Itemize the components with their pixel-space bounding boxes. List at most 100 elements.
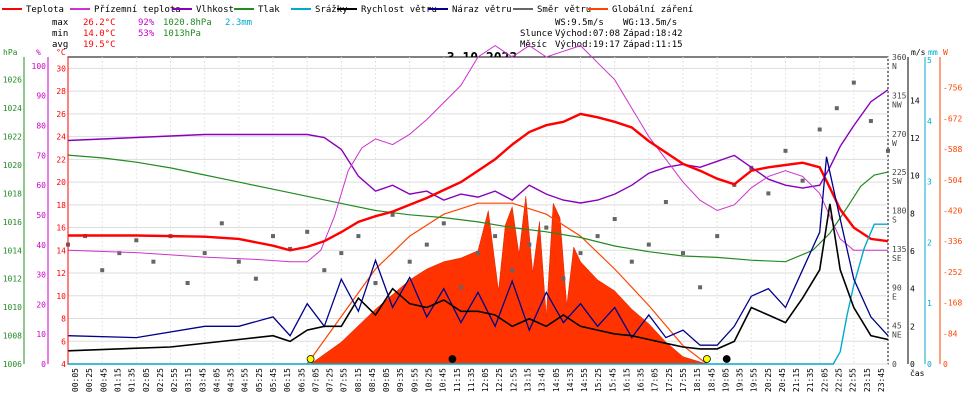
wind-dir-point: [236, 259, 241, 264]
stat-min-press: 1013hPa: [163, 29, 201, 39]
axis-pct-tick: 100: [32, 62, 47, 71]
axis-time-tick: 02:05: [142, 368, 151, 392]
axis-w-tick: -588: [943, 145, 962, 154]
axis-time-tick: 04:05: [212, 368, 221, 392]
wind-dir-point: [441, 221, 446, 226]
wind-dir-point: [851, 80, 856, 85]
wind-dir-point: [886, 148, 890, 153]
stat-avg-label: avg: [52, 40, 68, 50]
axis-pct-tick: 50: [36, 211, 46, 220]
axis-pct-tick: 0: [41, 360, 46, 369]
axis-time-tick: 19:35: [736, 368, 745, 392]
legend-label: Vlhkost: [196, 5, 234, 15]
axis-time-tick: 05:45: [269, 368, 278, 392]
wind-dir-point: [134, 238, 139, 243]
axis-time-tick: 21:15: [792, 368, 801, 392]
plot-area: [66, 44, 890, 365]
axis-dir-compass: N: [892, 62, 897, 71]
axis-time-tick: 23:45: [877, 368, 886, 392]
axis-mm-tick: 4: [927, 117, 932, 126]
wind-dir-point: [219, 221, 224, 226]
axis-time-tick: 13:45: [538, 368, 547, 392]
wind-dir-point: [322, 268, 327, 273]
legend: Teplota Přízemní teplota Vlhkost Tlak Srážky…: [2, 5, 693, 15]
stat-max-label: max: [52, 18, 69, 28]
axis-w-tick: -756: [943, 84, 962, 93]
wind-dir-point: [510, 268, 515, 273]
axis-w-tick: -84: [943, 329, 958, 338]
legend-label: Náraz větru: [452, 5, 512, 15]
axis-w-tick: -336: [943, 237, 962, 246]
axis-time-tick: 12:25: [495, 368, 504, 392]
axis-dir-compass: W: [892, 139, 897, 148]
marker-sunrise: [306, 355, 315, 363]
wind-dir-point: [458, 285, 463, 290]
axis-time-tick: 07:05: [311, 368, 320, 392]
axis-dir-tick: 180: [892, 207, 907, 216]
series-humidity: [67, 89, 889, 204]
axis-time-tick: 14:35: [566, 368, 575, 392]
series-ground-temp: [67, 44, 888, 263]
wind-dir-point: [185, 281, 190, 285]
axis-time-tick: 11:15: [453, 368, 462, 392]
axis-w-tick: -168: [943, 299, 962, 308]
axis-ms-tick: 0: [910, 360, 915, 369]
wind-dir-point: [800, 178, 805, 183]
axis-time-tick: 14:55: [580, 368, 589, 392]
wind-dir-point: [271, 234, 275, 239]
axis-time-tick: 10:25: [425, 368, 434, 392]
axis-mm-tick: 2: [927, 238, 932, 247]
legend-label: Přízemní teplota: [94, 5, 181, 15]
axis-degc-tick: 18: [56, 201, 66, 210]
axis-dir-tick: 315: [892, 91, 907, 100]
axis-time-tick: 01:35: [128, 368, 137, 392]
axis-degc-tick: 10: [56, 292, 66, 301]
wind-dir-point: [356, 234, 361, 239]
axis-pct-tick: 80: [36, 122, 46, 131]
axis-time-tick: 01:15: [114, 368, 123, 392]
wind-dir-point: [681, 251, 685, 256]
axis-degc-tick: 4: [61, 360, 66, 369]
axis-dir-tick: 0: [892, 360, 897, 369]
axis-time-tick: 08:15: [354, 368, 363, 392]
wind-dir-point: [373, 281, 378, 285]
wind-dir-point: [424, 242, 429, 247]
axis-time-tick: 20:25: [764, 368, 773, 392]
wind-dir-point: [151, 259, 156, 264]
axis-hpa-tick: 1010: [3, 303, 22, 312]
wind-dir-point: [493, 234, 498, 239]
axis-hpa-tick: 1008: [3, 332, 22, 341]
axis-hpa-tick: 1024: [3, 104, 22, 113]
axis-time-tick: 02:25: [156, 368, 165, 392]
wind-dir-point: [476, 251, 480, 256]
axis-dir-compass: SW: [892, 177, 902, 186]
stat-avg-temp: 19.5°C: [83, 40, 116, 50]
axis-time-tick: 19:55: [750, 368, 759, 392]
axis-degc-tick: 30: [56, 64, 66, 73]
wind-dir-point: [288, 246, 293, 251]
axis-dir-compass: E: [892, 292, 897, 301]
wind-dir-point: [766, 191, 771, 196]
marker-sunset: [703, 355, 711, 363]
axis-ms-unit: m/s: [911, 48, 926, 57]
wind-dir-point: [202, 251, 207, 256]
axis-hpa-tick: 1014: [3, 246, 22, 255]
axis-w-unit: W: [943, 48, 948, 57]
wind-dir-point: [544, 225, 549, 230]
axis-hpa-tick: 1016: [3, 218, 22, 227]
wind-dir-point: [612, 217, 617, 221]
wind-dir-point: [253, 276, 258, 281]
axis-pct-tick: 20: [36, 300, 46, 309]
axis-dir-tick: 270: [892, 130, 907, 139]
axis-degc-tick: 28: [56, 87, 66, 96]
axis-time-tick: 05:25: [255, 368, 264, 392]
axis-hpa-tick: 1022: [3, 133, 22, 142]
axis-hpa-tick: 1020: [3, 161, 22, 170]
axis-dir-compass: NW: [892, 100, 902, 109]
astro-sun-rise: Východ:07:08: [555, 29, 620, 39]
stat-min-label: min: [52, 29, 68, 39]
axis-time-tick: 16:35: [637, 368, 646, 392]
axis-degc-unit: °C: [56, 48, 66, 57]
legend-label: Globální záření: [612, 5, 693, 15]
wind-dir-point: [715, 234, 720, 239]
